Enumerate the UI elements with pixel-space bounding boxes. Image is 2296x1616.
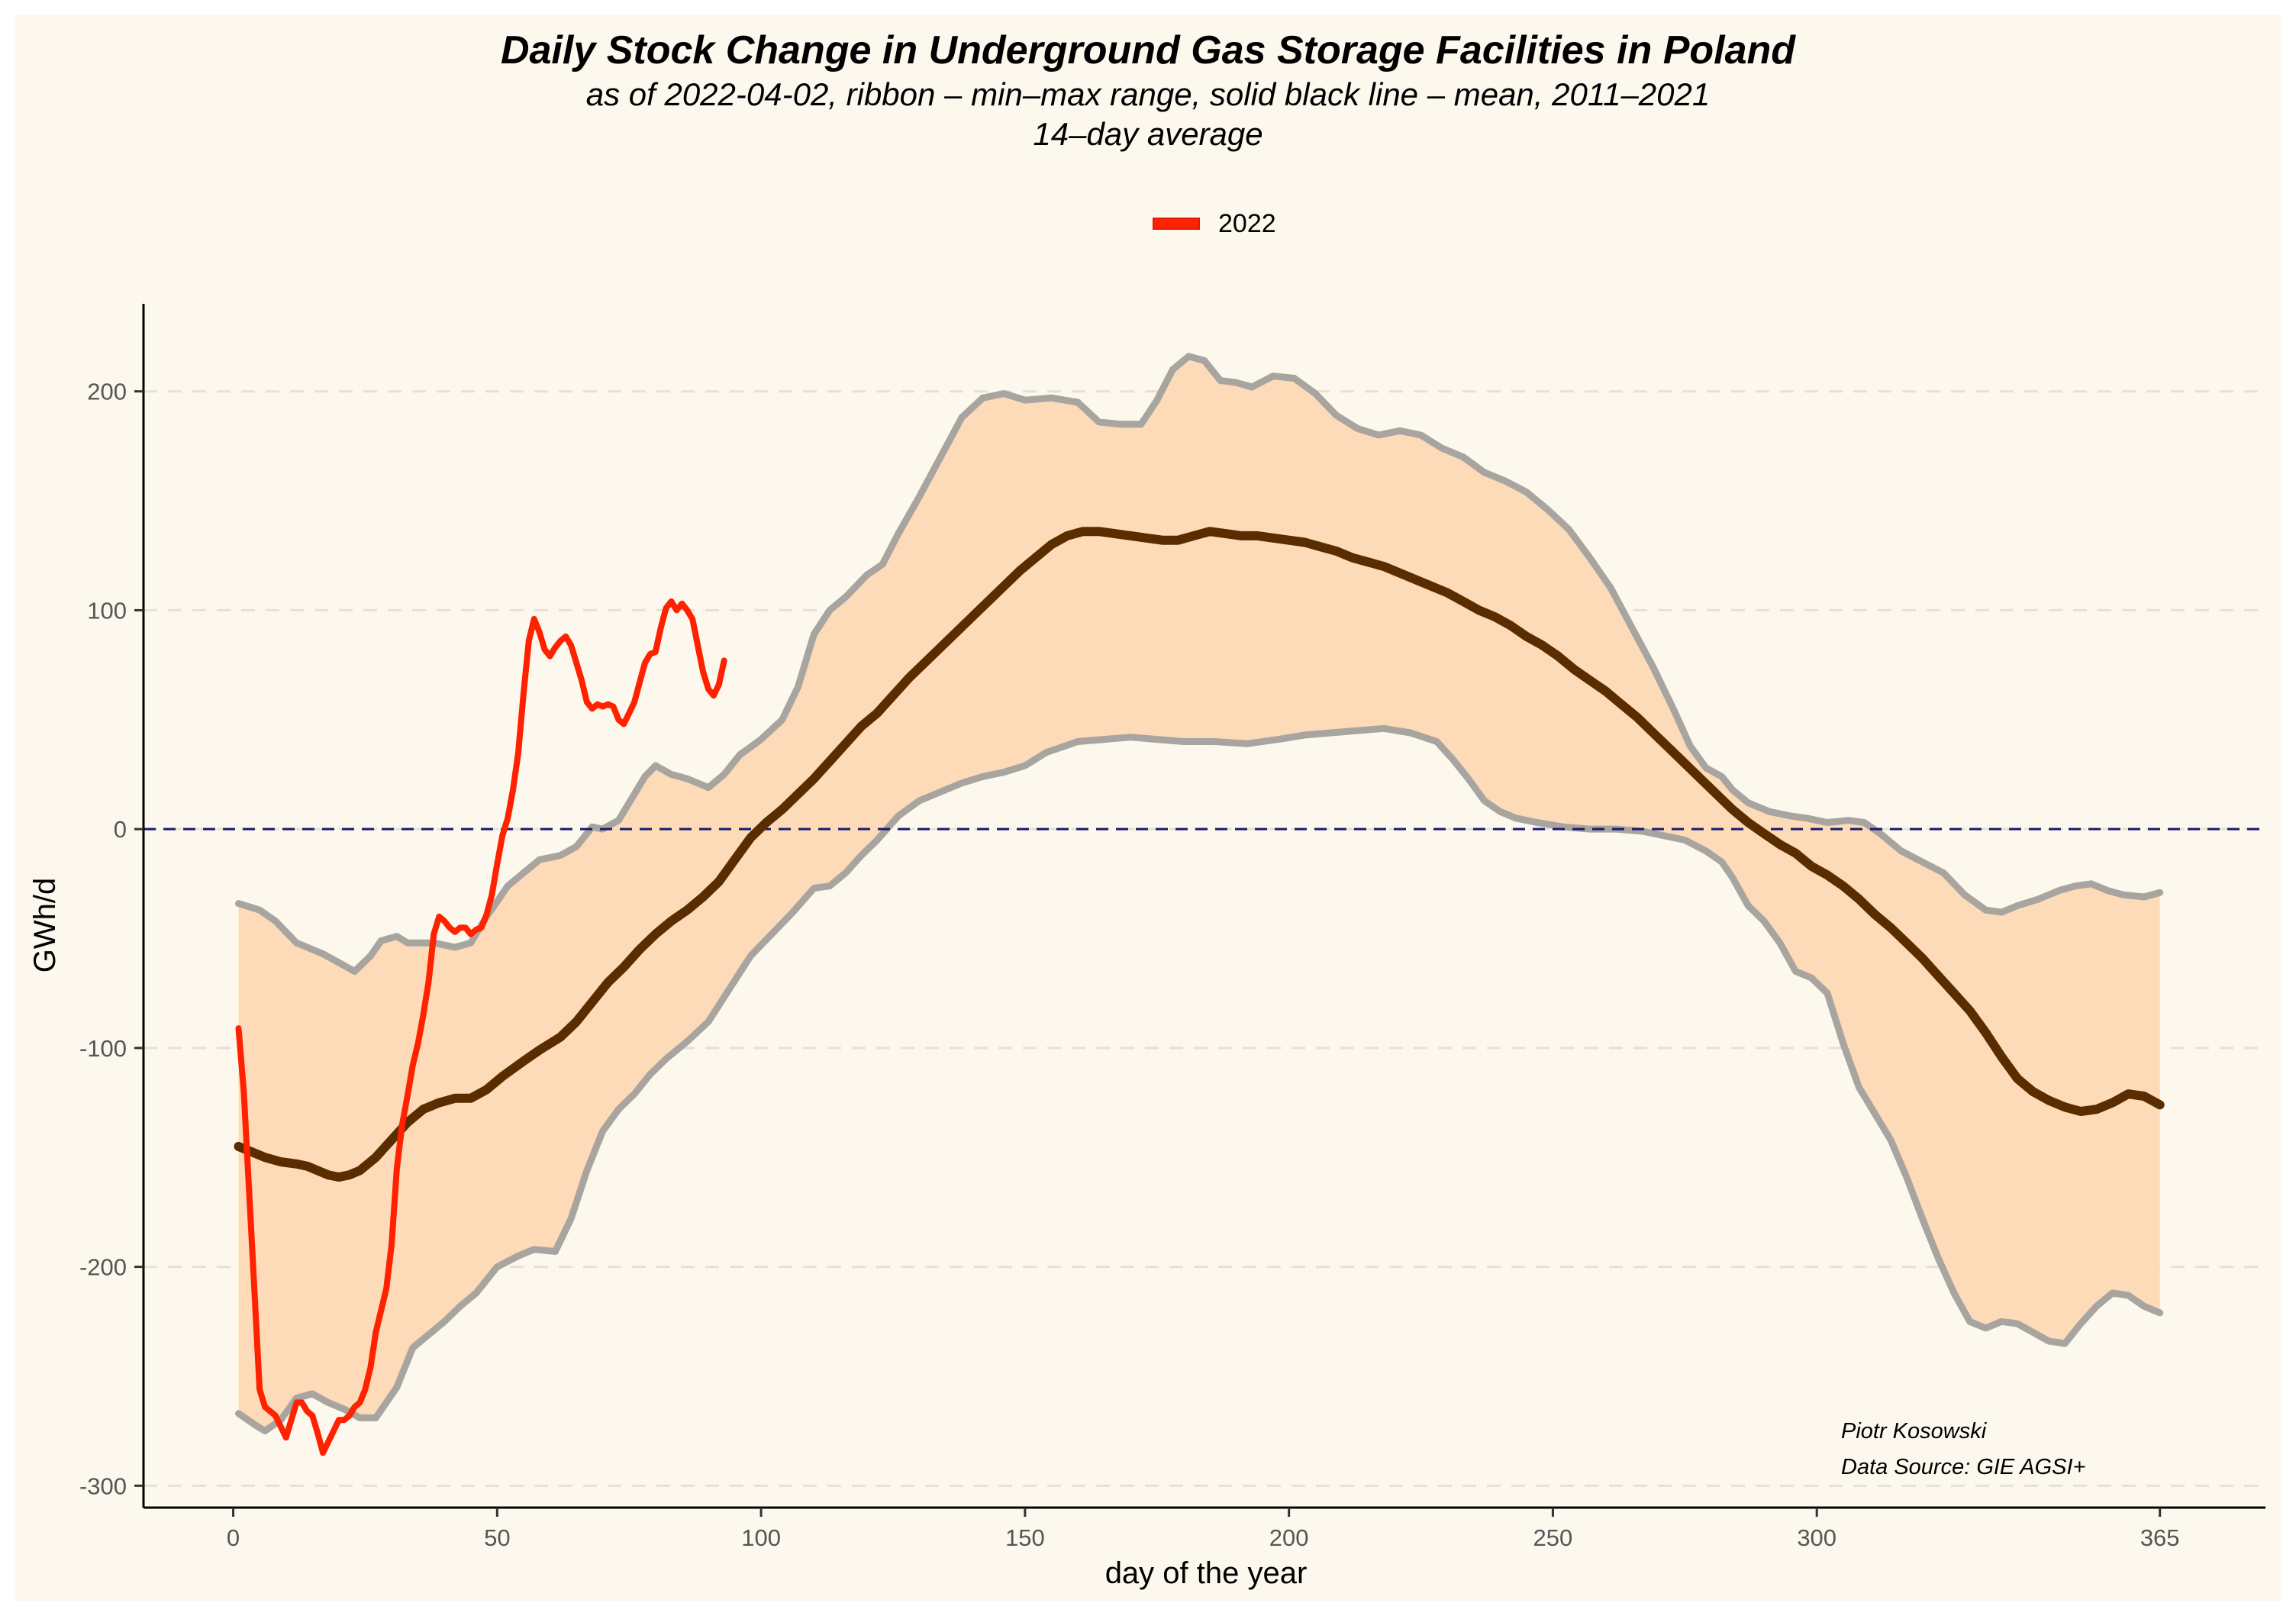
x-tick-label-5: 250 [1533, 1524, 1573, 1551]
y-tick-label-1: -200 [79, 1254, 127, 1281]
axes: 0 50 100 150 200 250 300 365 -300 -200 -100 0 100 200 [79, 304, 2265, 1551]
chart-subtitle-averaging: 14–day average [1033, 116, 1263, 152]
min-max-ribbon [238, 356, 2160, 1431]
credits-author: Piotr Kosowski [1841, 1419, 1987, 1443]
y-tick-label-3: 0 [114, 816, 127, 843]
y-tick-label-5: 200 [87, 379, 127, 405]
x-tick-label-1: 50 [484, 1524, 510, 1551]
y-tick-label-2: -100 [79, 1035, 127, 1062]
credits: Piotr Kosowski Data Source: GIE AGSI+ [1841, 1414, 2086, 1485]
ribbon-max-line [235, 353, 2164, 975]
credits-source: Data Source: GIE AGSI+ [1841, 1455, 2086, 1479]
y-axis-title: GWh/d [28, 878, 62, 973]
x-tick-label-0: 0 [227, 1524, 240, 1551]
legend-swatch-2022 [1153, 218, 1200, 230]
x-tick-label-6: 300 [1797, 1524, 1836, 1551]
x-tick-label-3: 150 [1005, 1524, 1045, 1551]
y-tick-label-4: 100 [87, 597, 127, 624]
x-tick-label-2: 100 [741, 1524, 781, 1551]
mean-line [234, 527, 2165, 1182]
legend: 2022 [1153, 205, 1276, 243]
chart-title: Daily Stock Change in Underground Gas St… [500, 28, 1796, 73]
x-tick-label-7: 365 [2140, 1524, 2180, 1551]
legend-label-2022: 2022 [1218, 208, 1276, 238]
x-tick-label-4: 200 [1269, 1524, 1309, 1551]
series-2022-line [235, 598, 727, 1456]
y-tick-label-0: -300 [79, 1472, 127, 1499]
ribbon-min-line [235, 724, 2164, 1435]
chart-subtitle: as of 2022-04-02, ribbon – min–max range… [585, 76, 1711, 112]
x-axis-title: day of the year [1105, 1556, 1308, 1590]
